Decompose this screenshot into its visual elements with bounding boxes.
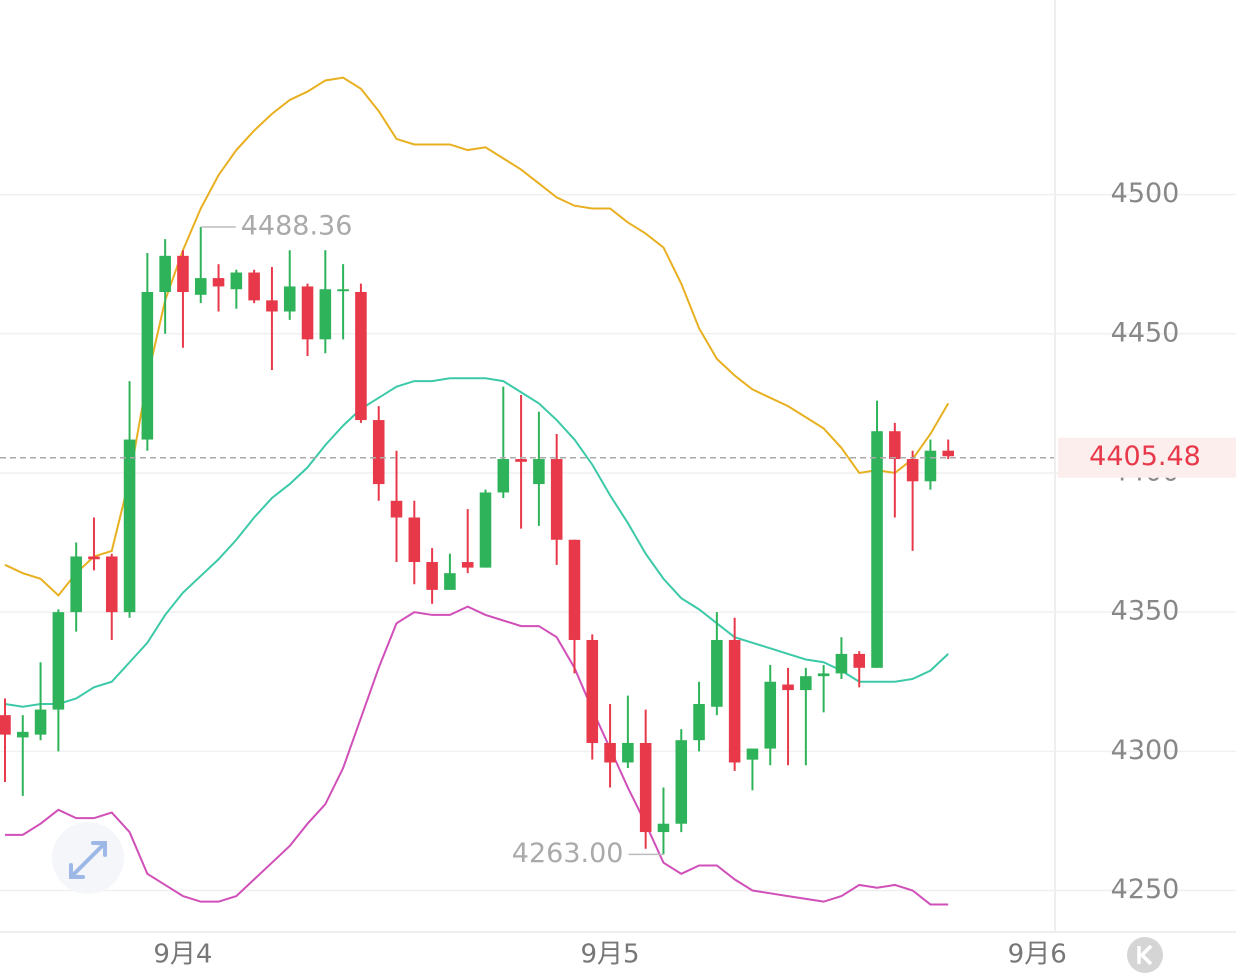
candle-body bbox=[461, 562, 474, 568]
candle-body bbox=[889, 431, 901, 460]
candle-body bbox=[800, 676, 812, 691]
candle-body bbox=[622, 742, 634, 763]
candle-body bbox=[639, 742, 652, 833]
band-line bbox=[4, 605, 949, 906]
last-price-bg bbox=[1058, 437, 1236, 478]
candle-body bbox=[16, 731, 29, 738]
candle-body bbox=[746, 748, 759, 760]
k-button[interactable] bbox=[1127, 937, 1163, 973]
candle-body bbox=[194, 278, 207, 295]
candle-body bbox=[123, 439, 136, 613]
candle-body bbox=[390, 500, 403, 518]
candle-body bbox=[871, 431, 883, 668]
candle-body bbox=[782, 684, 794, 691]
candle-body bbox=[212, 278, 225, 287]
candle-body bbox=[568, 539, 581, 640]
candle-body bbox=[515, 459, 527, 462]
candle-body bbox=[283, 286, 296, 312]
candle-body bbox=[693, 704, 705, 741]
candle-body bbox=[533, 459, 545, 485]
candle-body bbox=[657, 823, 670, 833]
candle-body bbox=[248, 272, 260, 301]
x-tick-label: 9月6 bbox=[1008, 940, 1067, 970]
candle-body bbox=[586, 639, 599, 743]
candle-body bbox=[675, 740, 688, 824]
y-tick-label: 4250 bbox=[1111, 874, 1180, 905]
candle-body bbox=[141, 292, 154, 440]
plot-layer: 4250430043504400445045009月49月59月64488.36… bbox=[0, 76, 1236, 970]
candle-body bbox=[230, 272, 243, 290]
candle-body bbox=[835, 653, 848, 674]
candle-body bbox=[728, 639, 741, 763]
y-tick-label: 4300 bbox=[1111, 735, 1180, 766]
annotation-label: 4263.00 bbox=[512, 838, 624, 869]
candle-body bbox=[52, 612, 65, 710]
candle-body bbox=[550, 459, 563, 540]
k-icon[interactable] bbox=[1137, 944, 1153, 966]
x-tick-label: 9月4 bbox=[153, 940, 212, 970]
candle-body bbox=[159, 255, 171, 293]
y-tick-label: 4500 bbox=[1111, 178, 1180, 209]
candle-body bbox=[337, 289, 349, 292]
candle-body bbox=[711, 639, 723, 707]
candle-body bbox=[924, 450, 937, 482]
candle-body bbox=[34, 709, 47, 735]
candle-body bbox=[426, 562, 438, 590]
candle-body bbox=[355, 292, 367, 421]
candle-body bbox=[105, 556, 118, 613]
candle-body bbox=[906, 459, 919, 482]
candle-body bbox=[301, 286, 314, 340]
last-price-label: 4405.48 bbox=[1089, 441, 1201, 472]
annotation-label: 4488.36 bbox=[241, 210, 353, 241]
candle-body bbox=[497, 459, 510, 493]
candle-body bbox=[319, 289, 332, 340]
band-line bbox=[4, 377, 949, 708]
candle-body bbox=[444, 573, 456, 590]
candle-body bbox=[408, 517, 421, 563]
candle-body bbox=[372, 420, 385, 485]
candle-body bbox=[942, 450, 955, 457]
k-bg[interactable] bbox=[1127, 937, 1163, 973]
candle-body bbox=[266, 300, 278, 312]
y-tick-label: 4350 bbox=[1111, 596, 1180, 627]
candle-body bbox=[88, 556, 100, 560]
candle-body bbox=[177, 255, 189, 293]
expand-icon[interactable] bbox=[69, 841, 107, 879]
candle-body bbox=[479, 492, 492, 568]
expand-button[interactable] bbox=[52, 822, 124, 894]
candle-body bbox=[70, 556, 82, 613]
candle-body bbox=[0, 715, 11, 735]
y-tick-label: 4450 bbox=[1111, 317, 1180, 348]
candle-body bbox=[604, 742, 616, 763]
band-line bbox=[4, 76, 950, 597]
candle-body bbox=[764, 681, 777, 749]
x-tick-label: 9月5 bbox=[581, 940, 640, 970]
candle-body bbox=[817, 673, 830, 677]
candle-body bbox=[853, 653, 866, 668]
